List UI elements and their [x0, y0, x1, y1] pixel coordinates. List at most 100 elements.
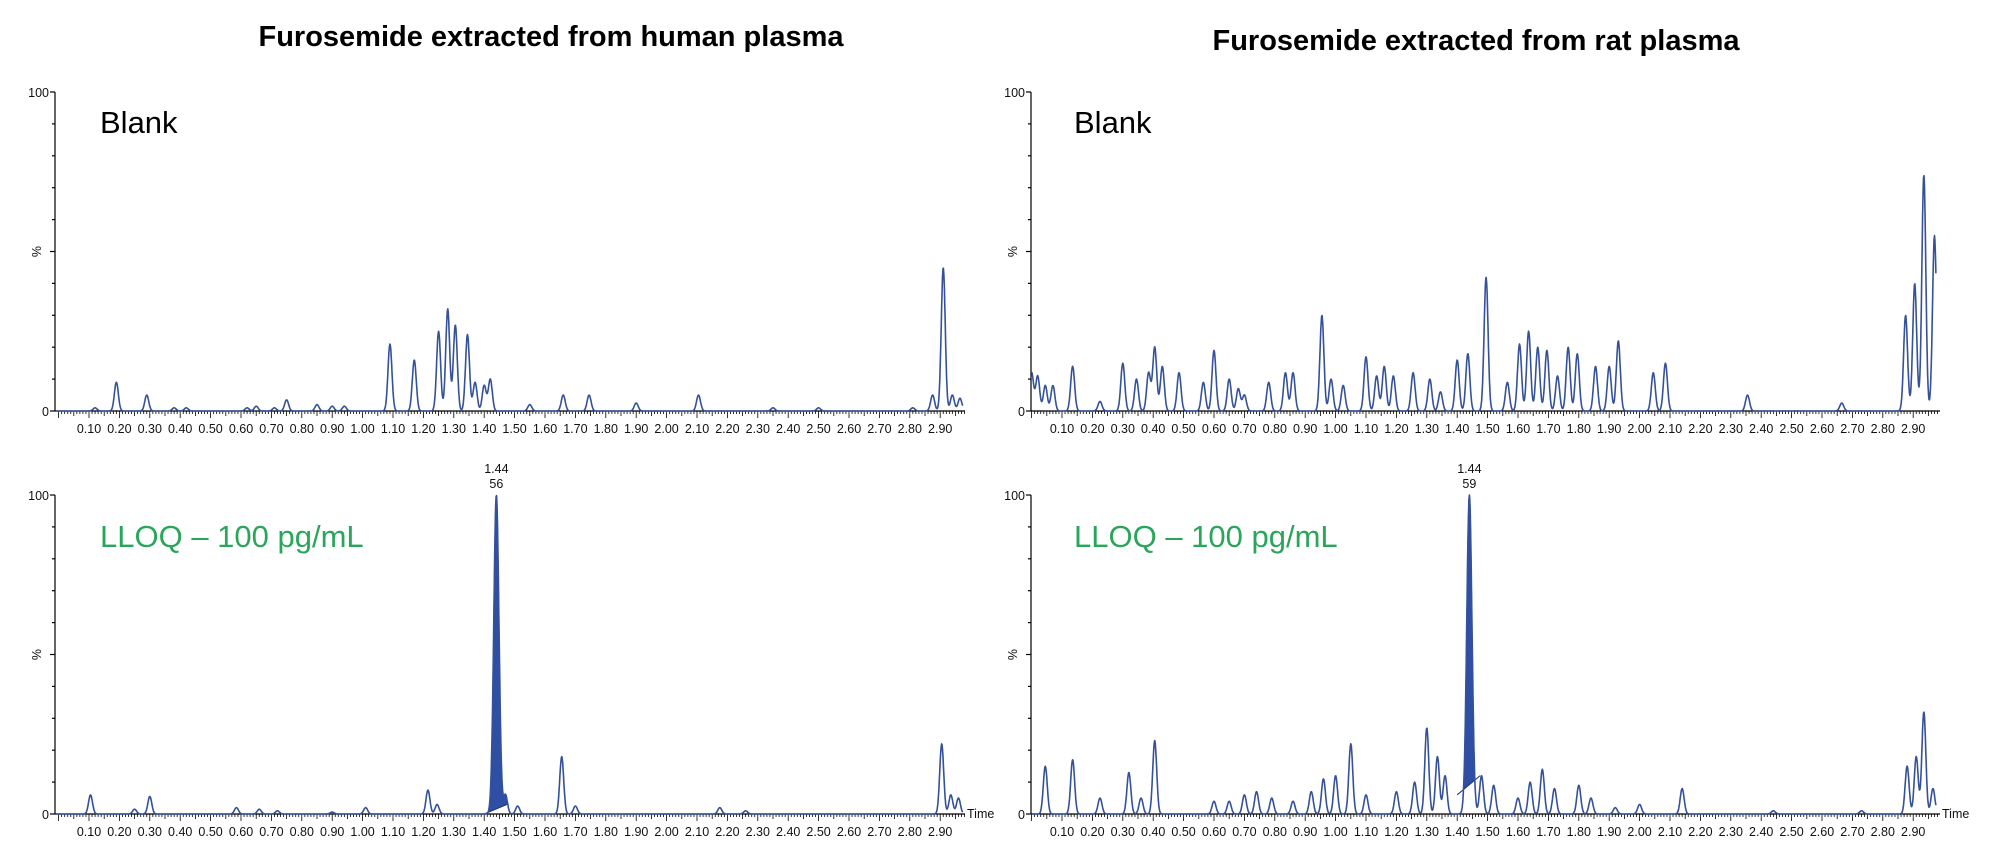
x-tick-label: 2.10	[1658, 825, 1682, 839]
x-tick-label: 0.40	[1141, 825, 1165, 839]
peak-retention-time: 1.44	[484, 462, 508, 476]
x-tick-label: 2.60	[1810, 422, 1834, 436]
x-tick-label: 2.90	[928, 825, 952, 839]
x-tick-label: 1.00	[1323, 825, 1347, 839]
x-tick-label: 1.10	[1354, 825, 1378, 839]
sample-label: Blank	[100, 105, 178, 140]
x-tick-label: 1.80	[594, 825, 618, 839]
x-tick-label: 2.00	[1627, 825, 1651, 839]
x-tick-label: 2.90	[928, 422, 952, 436]
x-tick-label: 0.10	[1050, 825, 1074, 839]
chart-human-blank: 0 100% 0.10 0.20 0.30 0.40 0.50 0.60 0.70 0.80 0.9…	[28, 86, 965, 436]
x-tick-label: 1.10	[1354, 422, 1378, 436]
x-tick-label: 2.30	[746, 422, 770, 436]
chromatogram-trace	[55, 267, 964, 412]
x-tick-label: 0.80	[1263, 422, 1287, 436]
x-tick-label: 1.50	[1475, 422, 1499, 436]
x-tick-label: 1.10	[381, 422, 405, 436]
panels: 0 100% 0.10 0.20 0.30 0.40 0.50 0.60 0.70 0.80 0.9…	[28, 86, 1969, 839]
x-tick-label: 0.80	[1263, 825, 1287, 839]
chart-human-lloq: 0 100% 0.10 0.20 0.30 0.40 0.50 0.60 0.70 0.80 0.9…	[28, 462, 994, 839]
x-tick-label: 0.50	[198, 422, 222, 436]
x-tick-label: 2.10	[1658, 422, 1682, 436]
x-tick-label: 1.90	[1597, 825, 1621, 839]
x-tick-label: 1.10	[381, 825, 405, 839]
x-tick-label: 2.50	[806, 825, 830, 839]
y-tick-label-100: 100	[28, 86, 49, 100]
x-tick-label: 2.40	[776, 825, 800, 839]
chromatogram-trace	[1031, 494, 1937, 815]
peak-retention-time: 1.44	[1457, 462, 1481, 476]
x-tick-label: 2.30	[746, 825, 770, 839]
y-axis-label: %	[30, 246, 44, 257]
sample-label: LLOQ – 100 pg/mL	[1074, 519, 1338, 554]
x-tick-label: 2.70	[867, 422, 891, 436]
x-tick-label: 2.30	[1719, 825, 1743, 839]
x-tick-label: 2.70	[1840, 422, 1864, 436]
x-tick-label: 0.70	[259, 422, 283, 436]
chart-rat-lloq: 0 100% 0.10 0.20 0.30 0.40 0.50 0.60 0.70 0.80 0.9…	[1004, 462, 1969, 839]
x-tick-label: 2.80	[898, 422, 922, 436]
x-tick-label: 2.60	[837, 825, 861, 839]
x-tick-label: 1.30	[1415, 825, 1439, 839]
x-tick-label: 2.20	[1688, 825, 1712, 839]
x-tick-label: 0.10	[77, 422, 101, 436]
y-tick-label-0: 0	[42, 405, 49, 419]
x-tick-label: 0.70	[1232, 422, 1256, 436]
y-axis-label: %	[1006, 649, 1020, 660]
x-tick-label: 0.30	[1111, 825, 1135, 839]
x-tick-label: 1.00	[1323, 422, 1347, 436]
x-tick-label: 0.10	[77, 825, 101, 839]
y-tick-label-0: 0	[1018, 405, 1025, 419]
x-tick-label: 1.70	[1536, 422, 1560, 436]
x-tick-label: 1.70	[1536, 825, 1560, 839]
x-tick-label: 0.60	[229, 422, 253, 436]
x-tick-label: 2.70	[1840, 825, 1864, 839]
y-axis-label: %	[1006, 246, 1020, 257]
x-tick-label: 1.30	[1415, 422, 1439, 436]
x-tick-label: 0.80	[290, 825, 314, 839]
x-tick-label: 1.60	[533, 422, 557, 436]
x-tick-label: 0.70	[1232, 825, 1256, 839]
x-tick-label: 0.10	[1050, 422, 1074, 436]
y-tick-label-100: 100	[1004, 86, 1025, 100]
x-tick-label: 1.60	[533, 825, 557, 839]
x-tick-label: 2.90	[1901, 825, 1925, 839]
x-tick-label: 1.80	[1567, 422, 1591, 436]
peak-area: 56	[489, 477, 503, 491]
x-tick-label: 2.40	[776, 422, 800, 436]
y-axis-label: %	[30, 649, 44, 660]
x-tick-label: 1.20	[411, 422, 435, 436]
x-axis-label: Time	[1942, 807, 1969, 821]
x-tick-label: 0.20	[107, 422, 131, 436]
x-tick-label: 1.20	[411, 825, 435, 839]
x-tick-label: 2.00	[654, 825, 678, 839]
x-tick-label: 1.30	[442, 825, 466, 839]
y-tick-label-0: 0	[42, 808, 49, 822]
chromatogram-trace	[1030, 174, 1937, 412]
x-tick-label: 2.20	[1688, 422, 1712, 436]
x-tick-label: 0.50	[1171, 825, 1195, 839]
x-tick-label: 1.80	[1567, 825, 1591, 839]
x-tick-label: 0.40	[168, 422, 192, 436]
x-tick-label: 2.50	[1779, 825, 1803, 839]
x-tick-label: 2.60	[1810, 825, 1834, 839]
x-tick-label: 1.30	[442, 422, 466, 436]
x-tick-label: 2.20	[715, 825, 739, 839]
x-tick-label: 2.40	[1749, 422, 1773, 436]
sample-label: LLOQ – 100 pg/mL	[100, 519, 364, 554]
x-tick-label: 2.50	[1779, 422, 1803, 436]
x-tick-label: 1.40	[1445, 825, 1469, 839]
x-tick-label: 2.80	[1871, 422, 1895, 436]
x-tick-label: 1.40	[472, 422, 496, 436]
x-tick-label: 1.60	[1506, 825, 1530, 839]
x-tick-label: 1.60	[1506, 422, 1530, 436]
x-tick-label: 2.50	[806, 422, 830, 436]
x-tick-label: 1.40	[472, 825, 496, 839]
x-tick-label: 1.20	[1384, 825, 1408, 839]
x-tick-label: 1.00	[350, 422, 374, 436]
x-tick-label: 2.20	[715, 422, 739, 436]
x-tick-label: 0.30	[1111, 422, 1135, 436]
x-tick-label: 0.30	[138, 422, 162, 436]
